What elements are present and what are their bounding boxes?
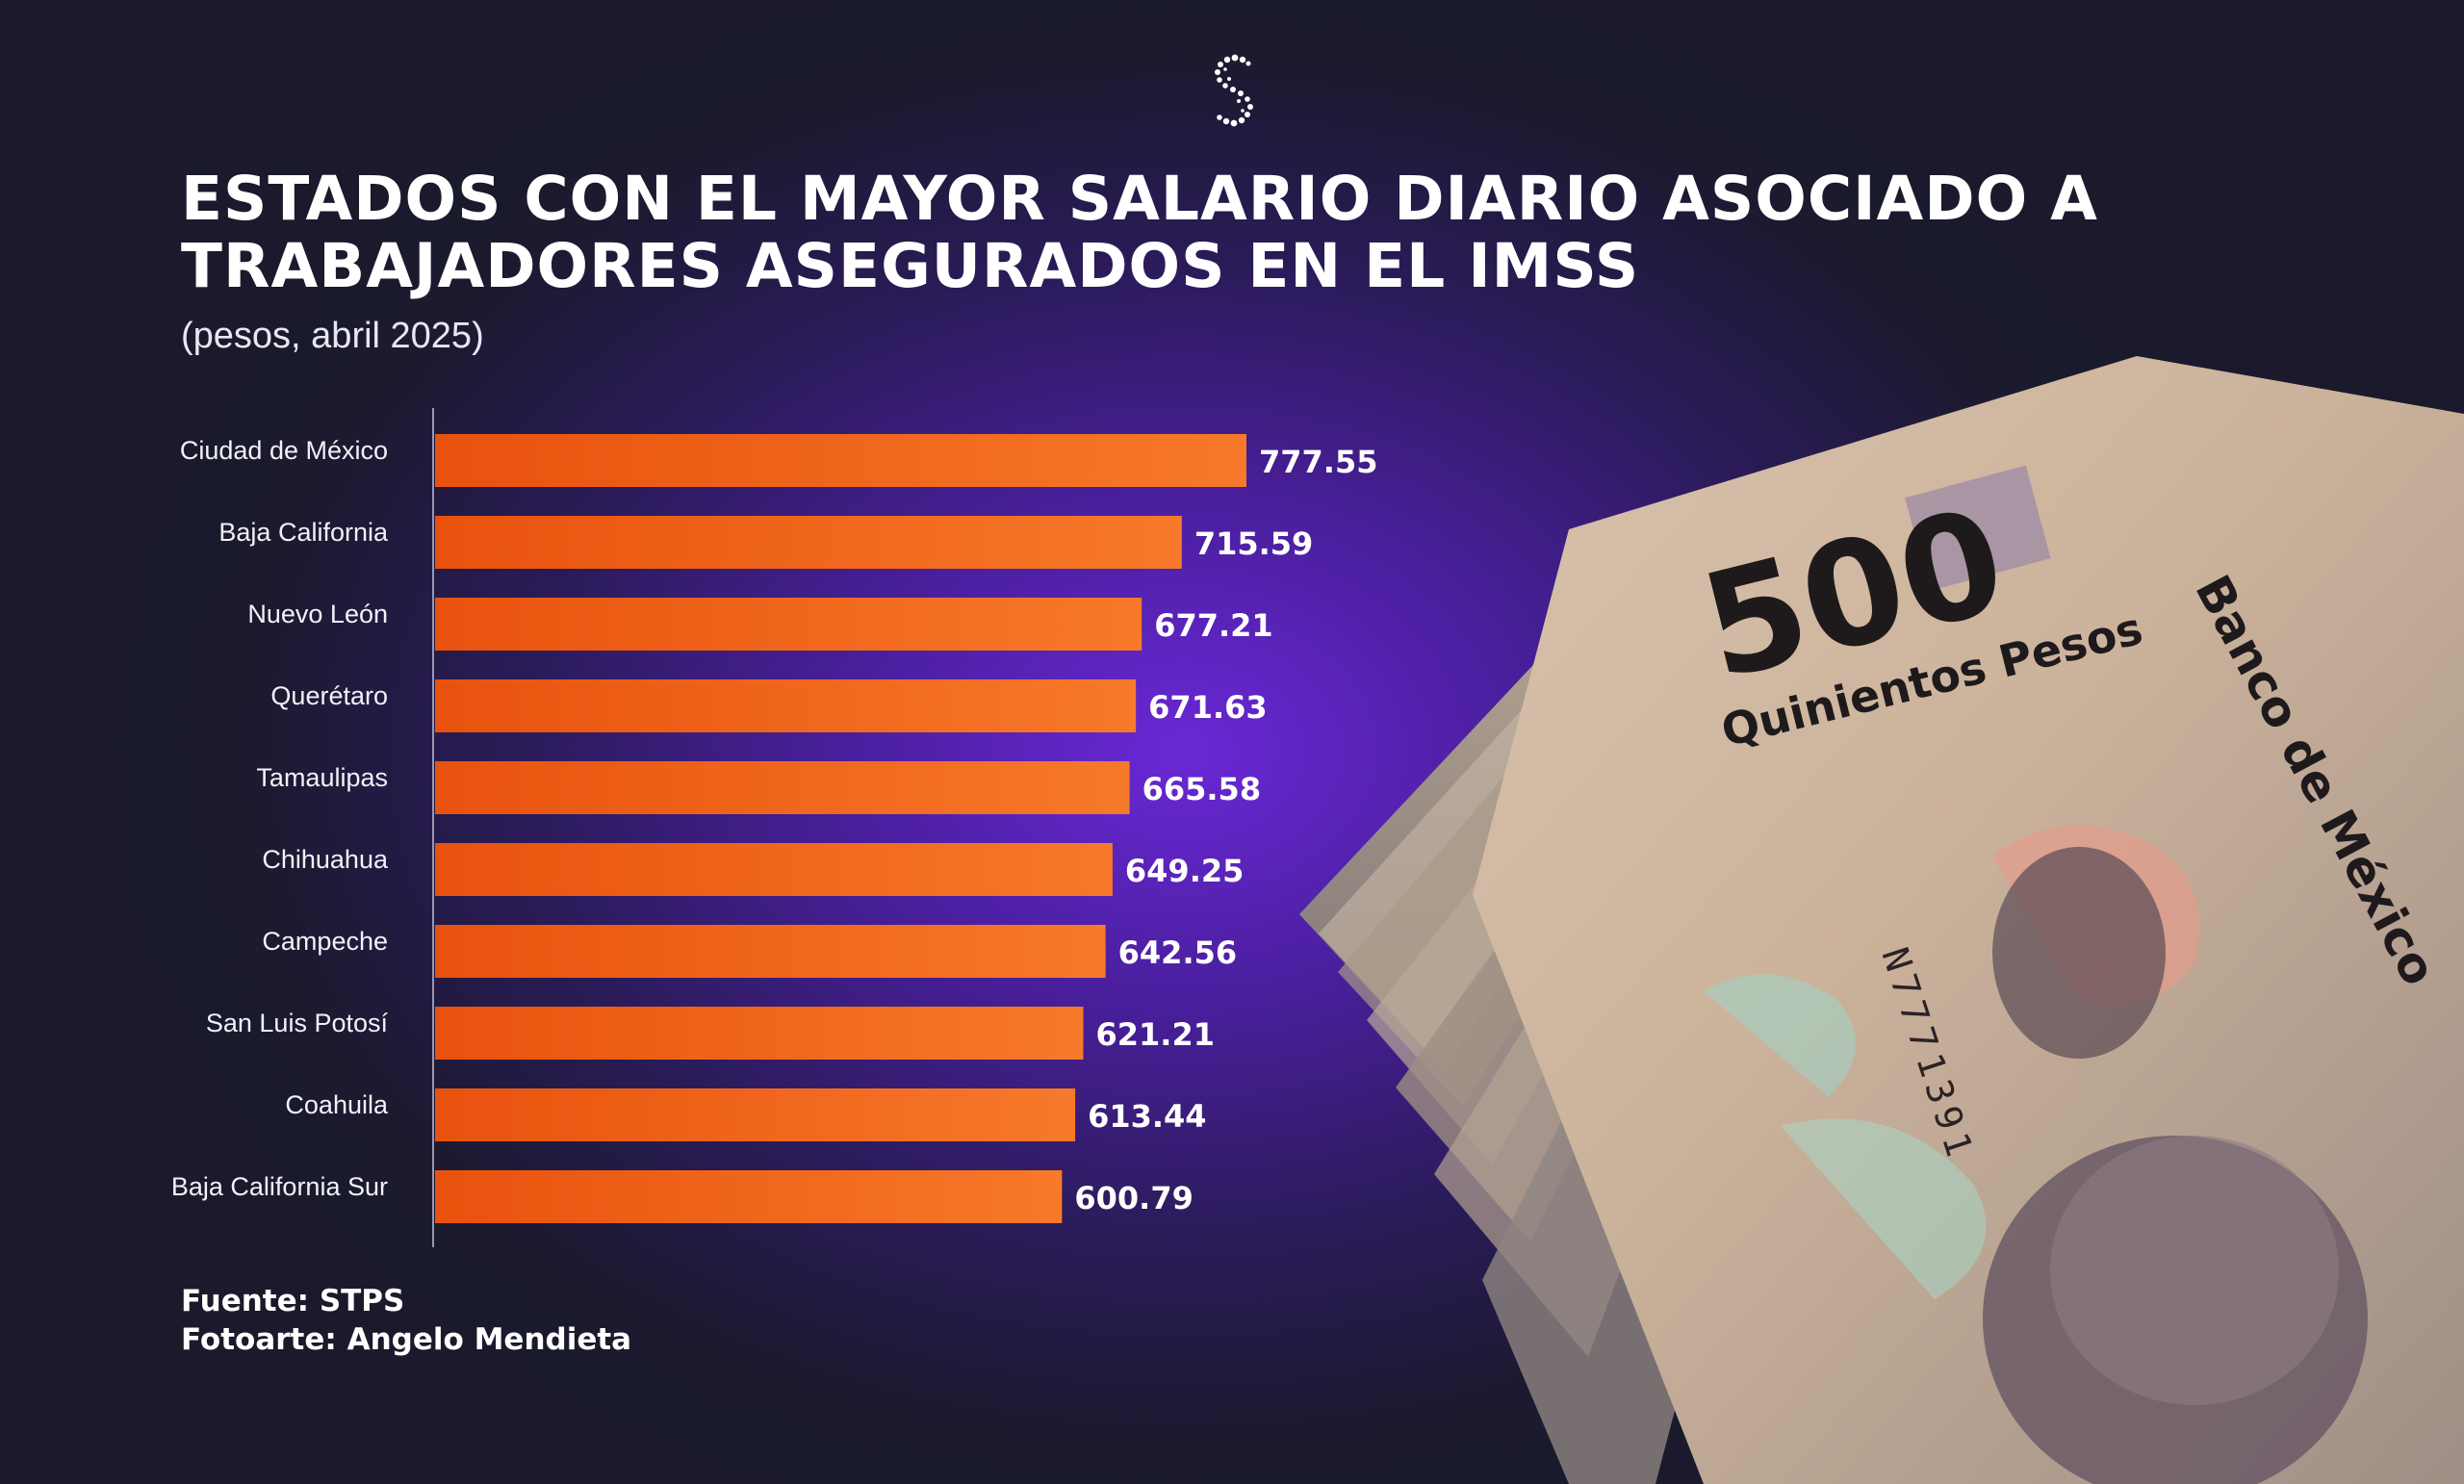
category-label: Baja California Sur: [171, 1172, 388, 1201]
chart-title-line-2: TRABAJADORES ASEGURADOS EN EL IMSS: [181, 231, 1640, 301]
source-note: Fuente: STPS: [181, 1284, 405, 1318]
chart-title-line-1: ESTADOS CON EL MAYOR SALARIO DIARIO ASOC…: [181, 164, 2098, 234]
bar-chart: Ciudad de México 777.55 Baja California 715…: [170, 408, 1377, 1247]
top-banknote: 500 Quinientos Pesos Banco de México N77…: [1473, 356, 2464, 1484]
bar: [435, 679, 1137, 732]
category-label: San Luis Potosí: [206, 1009, 389, 1037]
chart-subtitle: (pesos, abril 2025): [181, 316, 484, 356]
bar: [435, 1007, 1084, 1060]
bar: [435, 598, 1142, 651]
bar: [435, 516, 1182, 569]
category-label: Chihuahua: [262, 845, 389, 874]
bar-value-label: 613.44: [1088, 1098, 1206, 1135]
category-label: Nuevo León: [247, 600, 388, 628]
bar: [435, 761, 1130, 814]
bar-value-label: 715.59: [1194, 525, 1313, 562]
bar-value-label: 649.25: [1125, 853, 1244, 889]
category-label: Tamaulipas: [256, 763, 388, 792]
category-label: Coahuila: [285, 1090, 389, 1119]
category-label: Querétaro: [270, 681, 388, 710]
bar-value-label: 621.21: [1096, 1016, 1215, 1053]
bar-value-label: 642.56: [1118, 934, 1237, 971]
category-label: Baja California: [218, 518, 389, 547]
bar-value-label: 600.79: [1074, 1180, 1193, 1216]
bar: [435, 1170, 1063, 1223]
bar: [435, 843, 1113, 896]
chart-title: ESTADOS CON EL MAYOR SALARIO DIARIO ASOC…: [181, 166, 2106, 300]
bar-value-label: 671.63: [1148, 689, 1267, 726]
footer: Fuente: STPS Fotoarte: Angelo Mendieta: [181, 1282, 631, 1359]
bar: [435, 925, 1106, 978]
bar: [435, 1088, 1076, 1141]
photo-credit: Fotoarte: Angelo Mendieta: [181, 1322, 632, 1357]
category-label: Ciudad de México: [180, 436, 388, 465]
banknote-stack-image: 500 Quinientos Pesos Banco de México N77…: [1280, 356, 2464, 1484]
bar-value-label: 777.55: [1259, 444, 1377, 480]
brand-logo-icon: [1215, 54, 1253, 127]
bar-value-label: 665.58: [1142, 771, 1261, 807]
category-label: Campeche: [262, 927, 388, 956]
bar: [435, 434, 1246, 487]
bar-value-label: 677.21: [1154, 607, 1272, 644]
